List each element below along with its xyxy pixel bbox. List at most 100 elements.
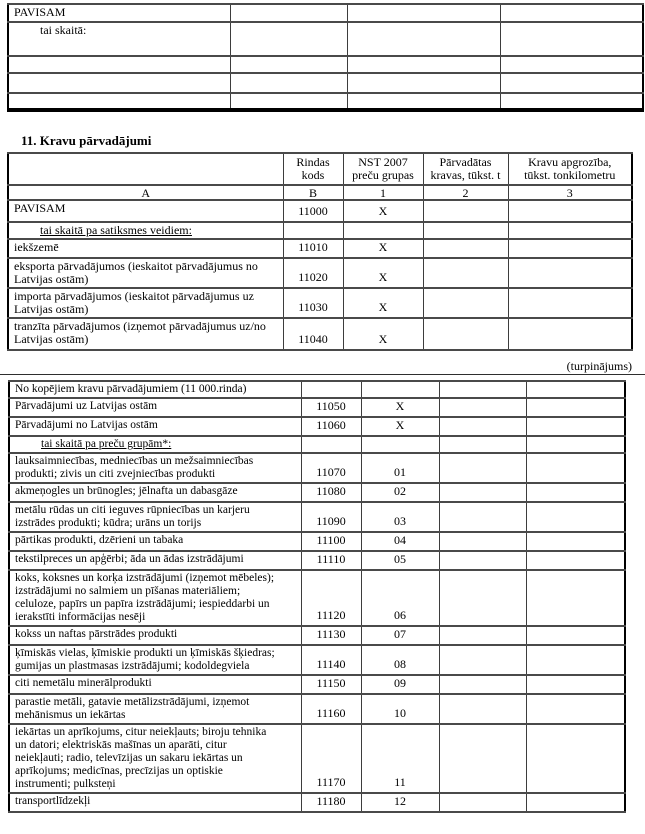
row-code-cell: 11100 [300,531,362,552]
row-label-cell: PAVISAM [7,3,231,23]
row-label-cell: tekstilpreces un apģērbi; āda un ādas iz… [8,550,302,571]
table-row: importa pārvadājumos (ieskaitot pārvadāj… [7,287,633,319]
nst-group-cell: 12 [360,792,440,813]
value-cell [229,92,348,111]
nst-group-cell: 08 [360,644,440,676]
turnover-cell [525,452,626,484]
table-row: eksporta pārvadājumos (ieskaitot pārvadā… [7,257,633,289]
row-label-cell: tranzīta pārvadājumos (izņemot pārvadāju… [7,317,284,351]
freight-transport-continuation-table: No kopējiem kravu pārvadājumiem (11 000.… [8,380,626,813]
cargo-tonnes-cell [422,221,509,240]
turnover-cell [525,723,626,794]
row-label-cell: iekārtas un aprīkojums, citur neiekļauts… [8,723,302,794]
table-row: No kopējiem kravu pārvadājumiem (11 000.… [8,380,626,399]
turnover-cell [525,674,626,695]
table-row [7,92,644,111]
nst-group-cell: X [342,199,424,223]
table-row: lauksaimniecības, medniecības un mežsaim… [8,452,626,484]
row-label-cell [7,55,231,74]
row-label-cell: Pārvadājumi uz Latvijas ostām [8,397,302,418]
row-code-cell: 11130 [300,625,362,646]
turnover-cell [525,380,626,399]
row-label-cell: tai skaitā pa satiksmes veidiem: [7,221,284,240]
value-cell [229,21,348,57]
cargo-tonnes-cell [438,792,527,813]
row-code-cell: 11110 [300,550,362,571]
row-code-cell [282,221,344,240]
cargo-tonnes-cell [438,435,527,454]
nst-group-cell: 10 [360,693,440,725]
row-code-cell: 11170 [300,723,362,794]
turnover-cell [525,531,626,552]
value-cell [499,55,644,74]
row-label-cell: iekšzemē [7,238,284,259]
row-code-cell: 11090 [300,501,362,533]
row-label-cell: akmeņogles un brūnogles; jēlnafta un dab… [8,482,302,503]
turnover-cell [525,397,626,418]
table-row: PAVISAM 11000 X [7,199,633,223]
row-label-cell: Pārvadājumi no Latvijas ostām [8,416,302,437]
table-row: iekārtas un aprīkojums, citur neiekļauts… [8,723,626,794]
row-code-cell: 11020 [282,257,344,289]
value-cell [346,92,501,111]
nst-group-cell: 06 [360,569,440,627]
table-row: citi nemetālu minerālprodukti 11150 09 [8,674,626,695]
turnover-cell [507,199,633,223]
table-row: tranzīta pārvadājumos (izņemot pārvadāju… [7,317,633,351]
row-code-cell: 11160 [300,693,362,725]
table-row: parastie metāli, gatavie metālizstrādāju… [8,693,626,725]
section-title: 11. Kravu pārvadājumi [21,133,152,148]
row-label-cell [7,92,231,111]
row-label-cell: importa pārvadājumos (ieskaitot pārvadāj… [7,287,284,319]
nst-group-cell: X [360,416,440,437]
turnover-cell [507,317,633,351]
value-cell [499,72,644,94]
cargo-tonnes-cell [422,199,509,223]
row-label-cell: transportlīdzekļi [8,792,302,813]
table-row: tai skaitā: [7,21,644,57]
cargo-tonnes-cell [438,397,527,418]
turnover-cell [525,416,626,437]
table-row: transportlīdzekļi 11180 12 [8,792,626,813]
column-letter-cell: 3 [507,184,633,201]
table-row: tai skaitā pa preču grupām*: [8,435,626,454]
nst-group-cell: 05 [360,550,440,571]
nst-group-cell: 02 [360,482,440,503]
turnover-cell [525,644,626,676]
turnover-cell [525,569,626,627]
freight-transport-table: Rindas kods NST 2007 preču grupas Pārvadāt… [7,152,633,351]
table-row: Pārvadājumi no Latvijas ostām 11060 X [8,416,626,437]
cargo-tonnes-cell [438,723,527,794]
value-cell [229,55,348,74]
row-code-cell: 11070 [300,452,362,484]
continuation-note: (turpinājums) [566,359,632,373]
cargo-tonnes-cell [438,482,527,503]
turnover-cell [525,792,626,813]
table-row: kokss un naftas pārstrādes produkti 11130… [8,625,626,646]
nst-group-cell: X [342,317,424,351]
value-cell [346,3,501,23]
row-label-cell: eksporta pārvadājumos (ieskaitot pārvadā… [7,257,284,289]
row-label-cell: pārtikas produkti, dzērieni un tabaka [8,531,302,552]
nst-group-cell: 07 [360,625,440,646]
row-code-cell [300,435,362,454]
turnover-cell [507,221,633,240]
nst-group-cell: X [342,257,424,289]
column-letter-cell: A [7,184,284,201]
row-code-cell: 11120 [300,569,362,627]
row-label-cell [7,72,231,94]
row-code-cell: 11010 [282,238,344,259]
row-code-cell: 11050 [300,397,362,418]
turnover-cell [525,435,626,454]
nst-group-cell: 03 [360,501,440,533]
table-row: pārtikas produkti, dzērieni un tabaka 111… [8,531,626,552]
column-letter-cell: 2 [422,184,509,201]
nst-group-cell [360,380,440,399]
row-label-cell: metālu rūdas un citi ieguves rūpniecības… [8,501,302,533]
page-divider-rule [0,374,645,375]
turnover-cell [507,257,633,289]
row-code-cell: 11000 [282,199,344,223]
nst-group-cell: X [342,287,424,319]
column-header [7,152,284,186]
